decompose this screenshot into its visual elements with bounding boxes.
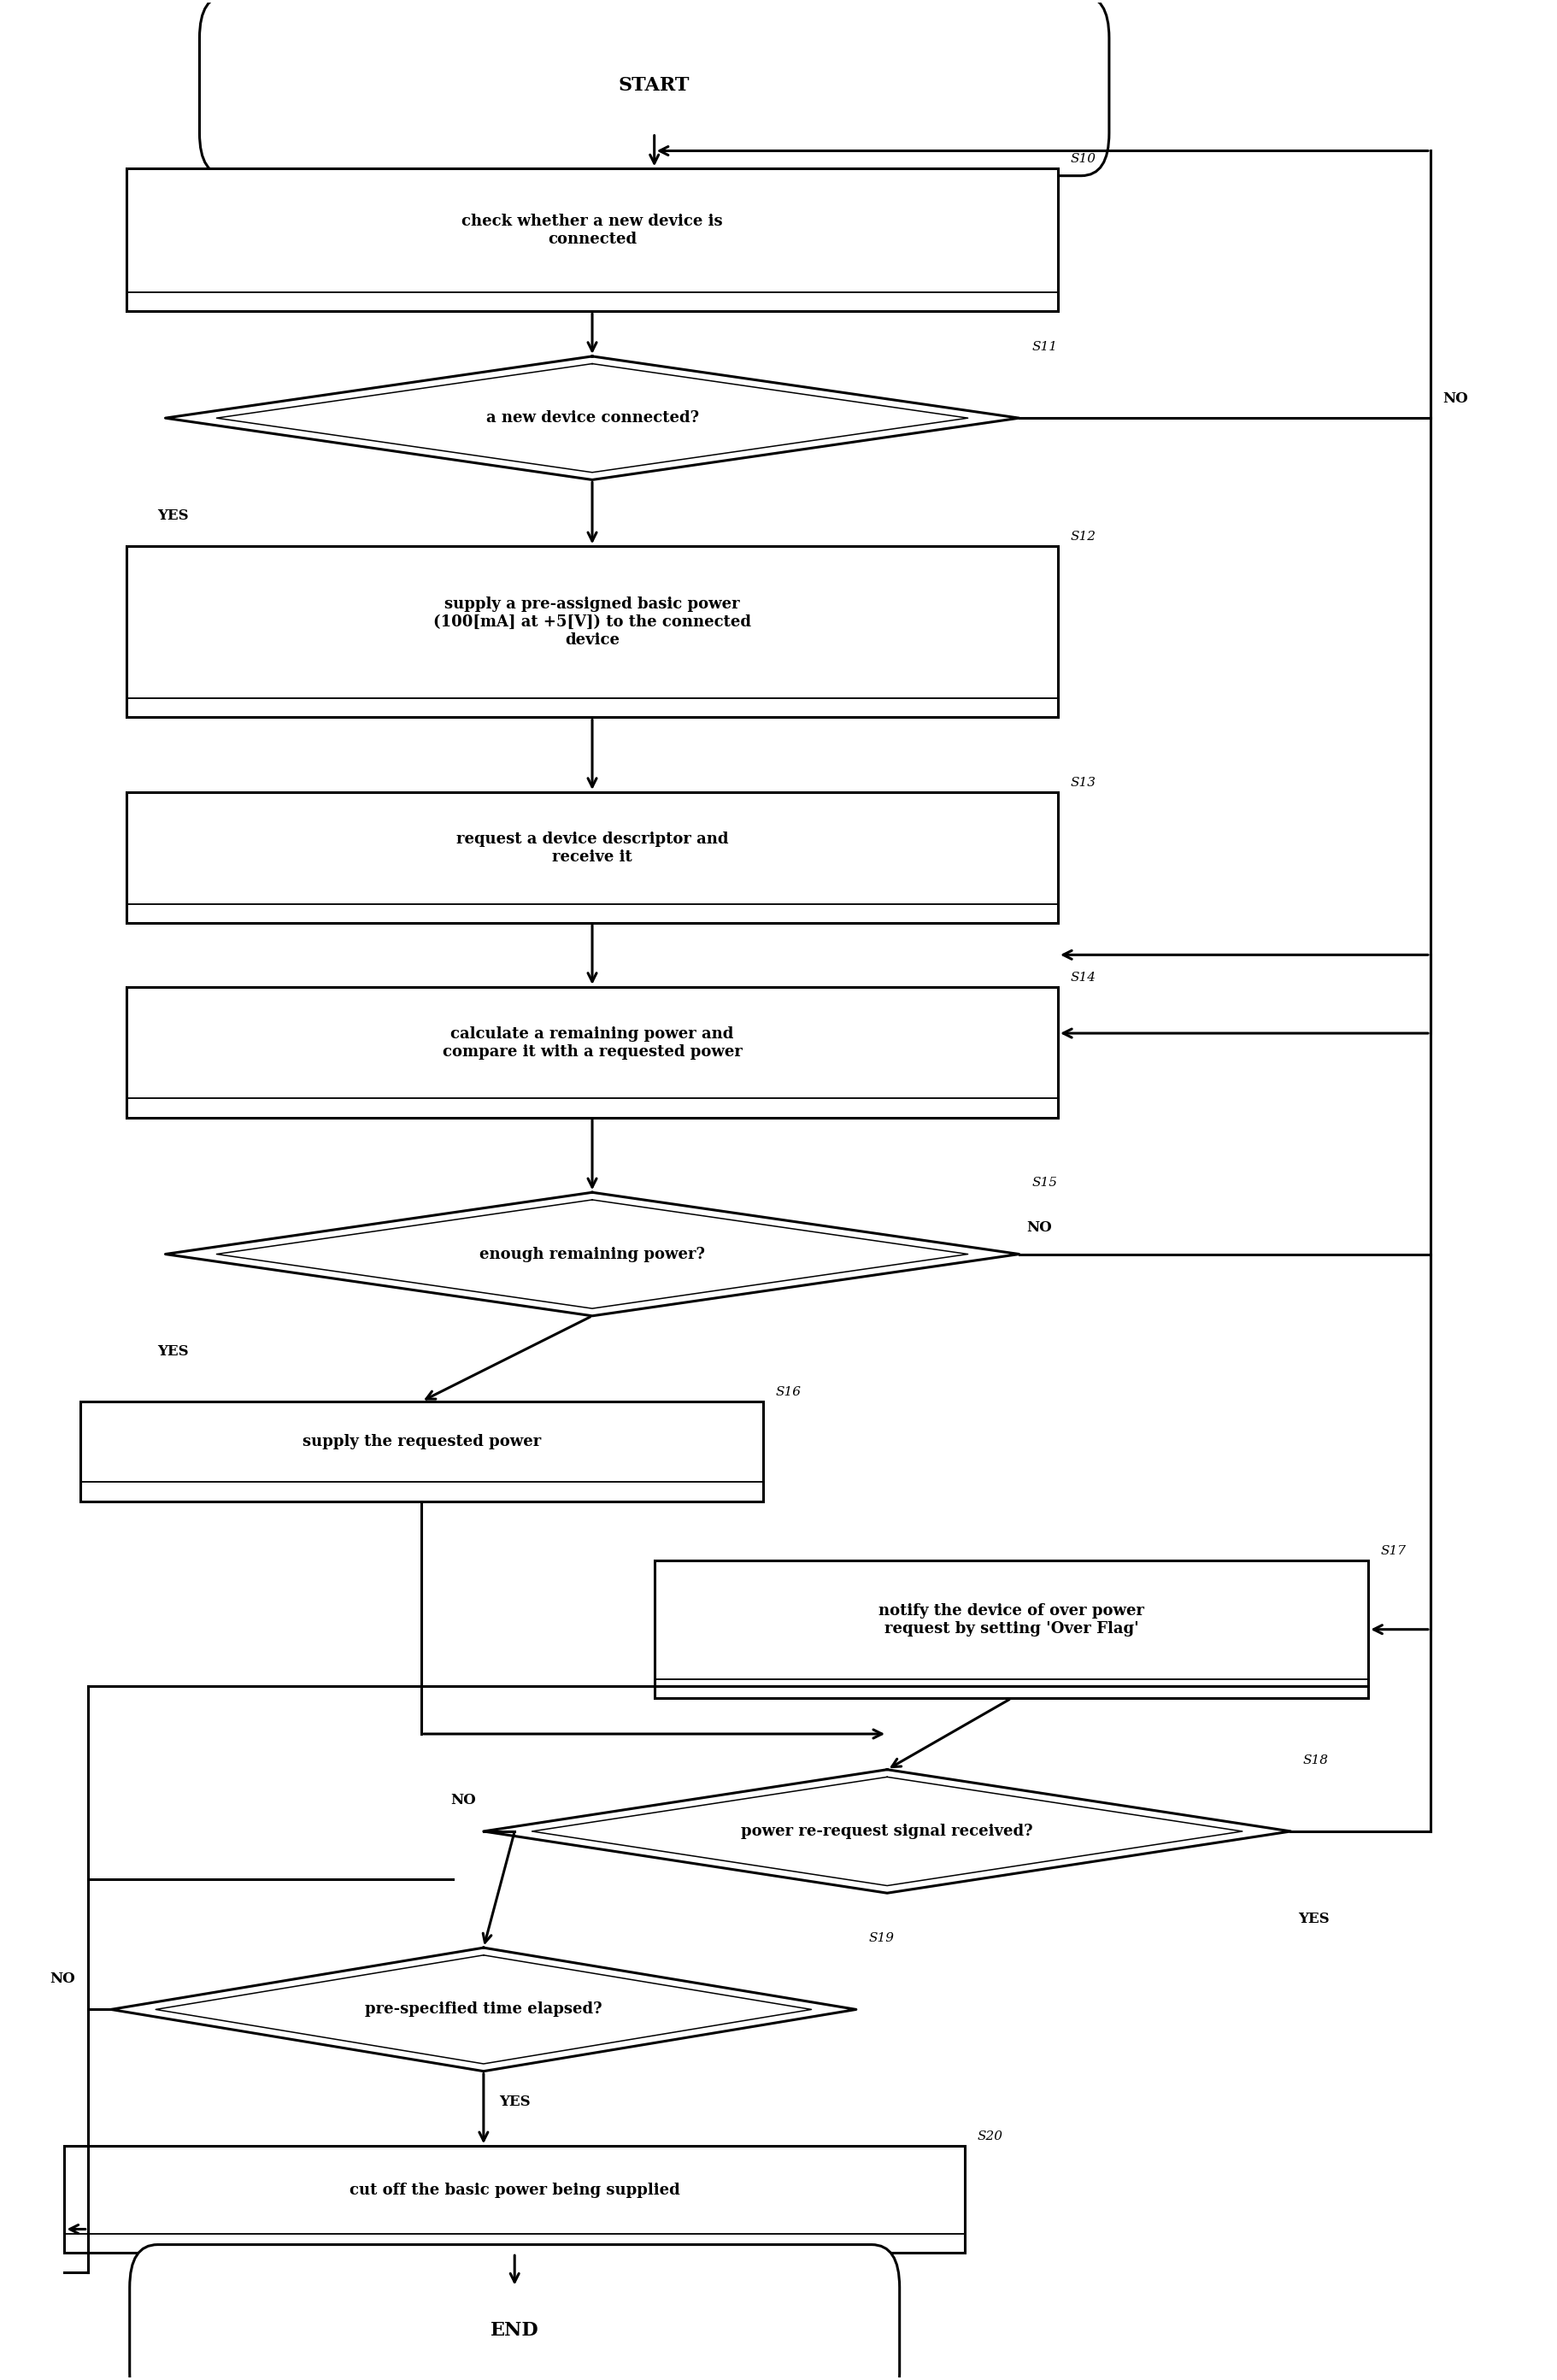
Text: YES: YES	[1299, 1911, 1330, 1925]
Text: calculate a remaining power and
compare it with a requested power: calculate a remaining power and compare …	[442, 1026, 743, 1059]
Text: enough remaining power?: enough remaining power?	[480, 1247, 705, 1261]
Text: NO: NO	[1443, 393, 1468, 407]
Bar	[654, 1561, 1369, 1699]
Text: a new device connected?: a new device connected?	[486, 409, 699, 426]
Bar	[79, 1402, 763, 1502]
Text: NO: NO	[450, 1792, 476, 1806]
Text: YES: YES	[157, 509, 188, 524]
Text: S19: S19	[869, 1933, 894, 1944]
Text: pre-specified time elapsed?: pre-specified time elapsed?	[364, 2002, 603, 2018]
Text: notify the device of over power
request by setting 'Over Flag': notify the device of over power request …	[878, 1604, 1144, 1637]
Text: S15: S15	[1032, 1176, 1057, 1190]
Text: S11: S11	[1032, 340, 1057, 352]
Text: S12: S12	[1070, 531, 1096, 543]
Text: S20: S20	[978, 2130, 1003, 2142]
Polygon shape	[484, 1771, 1291, 1892]
Text: S17: S17	[1381, 1545, 1406, 1557]
Polygon shape	[111, 1947, 856, 2071]
Text: NO: NO	[50, 1971, 75, 1985]
Text: START: START	[618, 76, 690, 95]
Text: S16: S16	[775, 1385, 800, 1397]
Text: END: END	[490, 2320, 539, 2340]
Text: check whether a new device is
connected: check whether a new device is connected	[461, 214, 722, 248]
Text: request a device descriptor and
receive it: request a device descriptor and receive …	[456, 831, 729, 864]
Bar	[64, 2147, 965, 2254]
Text: S10: S10	[1070, 152, 1096, 164]
FancyBboxPatch shape	[199, 0, 1109, 176]
Polygon shape	[165, 1192, 1020, 1316]
Text: supply the requested power: supply the requested power	[302, 1435, 540, 1449]
Bar	[126, 547, 1057, 716]
Text: S18: S18	[1303, 1754, 1328, 1766]
Text: power re-request signal received?: power re-request signal received?	[741, 1823, 1034, 1840]
Text: YES: YES	[157, 1345, 188, 1359]
Bar	[126, 793, 1057, 923]
Text: cut off the basic power being supplied: cut off the basic power being supplied	[349, 2182, 680, 2197]
Text: YES: YES	[500, 2094, 531, 2109]
Bar	[126, 988, 1057, 1119]
Text: S14: S14	[1070, 971, 1096, 983]
Polygon shape	[165, 357, 1020, 481]
Text: NO: NO	[1028, 1221, 1053, 1235]
Bar	[126, 169, 1057, 312]
Text: S13: S13	[1070, 776, 1096, 788]
FancyBboxPatch shape	[129, 2244, 900, 2380]
Text: supply a pre-assigned basic power
(100[mA] at +5[V]) to the connected
device: supply a pre-assigned basic power (100[m…	[433, 597, 750, 647]
